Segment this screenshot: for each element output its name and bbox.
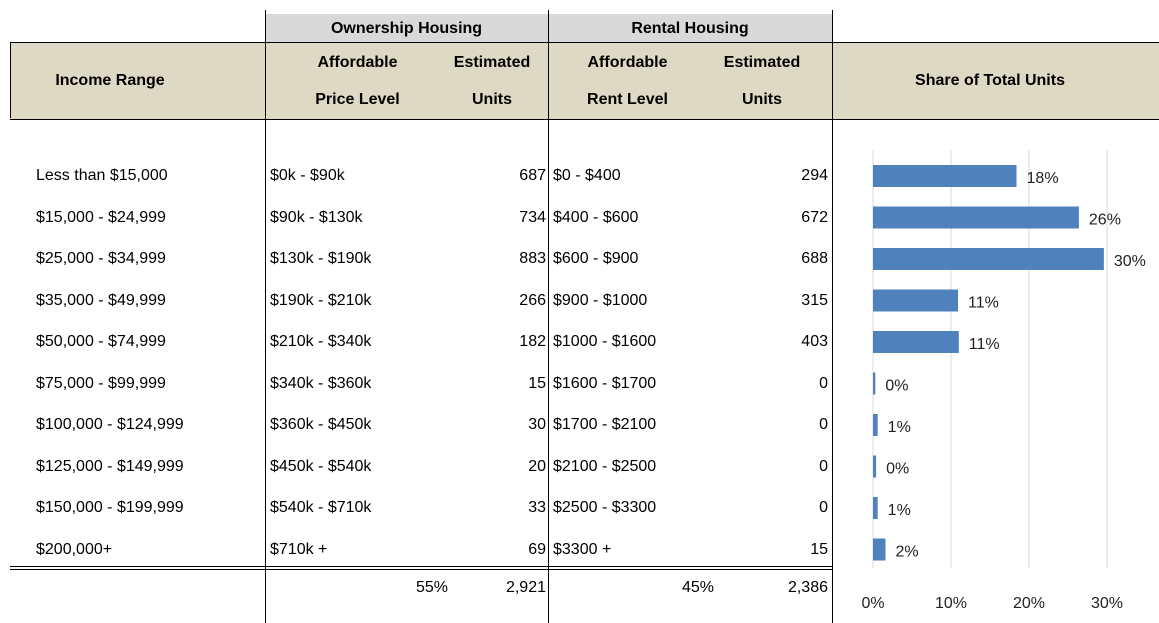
column-header: Share of Total Units xyxy=(915,72,1065,89)
price-level: $540k - $710k xyxy=(270,499,372,516)
group-header: Ownership Housing xyxy=(330,20,483,37)
x-tick-label: 0% xyxy=(861,595,884,612)
group-header: Rental Housing xyxy=(631,20,749,37)
total: 55% xyxy=(415,579,448,596)
value-label: 18% xyxy=(1027,170,1059,187)
value-label: 26% xyxy=(1089,212,1121,229)
value-label: 11% xyxy=(969,336,1000,353)
price-level: $190k - $210k xyxy=(270,291,372,309)
rent-level: $0 - $400 xyxy=(553,167,621,184)
bar xyxy=(873,165,1017,187)
border xyxy=(265,10,266,623)
ownership-units: 182 xyxy=(519,333,546,350)
total: 2,386 xyxy=(787,579,828,596)
ownership-units: 687 xyxy=(519,167,546,184)
chart: 0% 10% 20% 30% 18% 26% 30% 11% 11% 0% 1% 0% 1% 2% xyxy=(861,150,1146,612)
border xyxy=(10,42,11,118)
price-level: $130k - $190k xyxy=(270,250,372,267)
rental-units: 688 xyxy=(801,250,828,267)
rental-units: 0 xyxy=(819,416,828,433)
rental-units: 315 xyxy=(801,291,828,309)
bar xyxy=(873,455,877,478)
x-tick-label: 10% xyxy=(935,595,967,612)
price-level: $710k + xyxy=(270,540,328,558)
bar xyxy=(873,331,959,353)
value-label: 0% xyxy=(885,378,908,395)
rent-level: $2500 - $3300 xyxy=(553,499,657,516)
income-range: $25,000 - $34,999 xyxy=(36,250,166,267)
column-header: Affordable Rent Level xyxy=(587,54,668,108)
bar xyxy=(873,206,1079,229)
rent-level: $1600 - $1700 xyxy=(553,374,657,392)
column-header: Estimated Units xyxy=(723,54,801,108)
rental-units: 15 xyxy=(810,540,828,558)
rent-level: $3300 + xyxy=(553,540,612,558)
ownership-units: 30 xyxy=(528,416,546,433)
price-level: $450k - $540k xyxy=(270,457,372,475)
ownership-units: 266 xyxy=(519,291,546,309)
ownership-units: 33 xyxy=(528,499,546,516)
income-range: $50,000 - $74,999 xyxy=(36,333,166,350)
bar xyxy=(873,248,1104,270)
rental-units: 0 xyxy=(819,499,828,516)
bar xyxy=(873,414,878,436)
value-label: 11% xyxy=(968,295,999,312)
rent-level: $1000 - $1600 xyxy=(553,333,657,350)
rental-units: 403 xyxy=(801,333,828,350)
bar xyxy=(873,538,886,561)
rent-level: $1700 - $2100 xyxy=(553,416,657,433)
value-label: 1% xyxy=(888,502,911,519)
rent-level: $400 - $600 xyxy=(553,208,639,226)
income-range: $150,000 - $199,999 xyxy=(36,499,184,516)
income-range: $200,000+ xyxy=(36,540,113,558)
bar xyxy=(873,497,878,519)
rental-units: 294 xyxy=(801,167,828,184)
income-range: $75,000 - $99,999 xyxy=(36,374,166,392)
rent-level: $2100 - $2500 xyxy=(553,457,657,475)
header-bg xyxy=(10,42,1159,120)
rent-level: $900 - $1000 xyxy=(553,291,648,309)
column-header: Estimated Units xyxy=(453,54,531,108)
column-header: Affordable Price Level xyxy=(315,54,400,108)
rental-units: 0 xyxy=(819,457,828,475)
value-label: 30% xyxy=(1114,253,1146,270)
x-tick-label: 20% xyxy=(1013,595,1045,612)
x-tick-label: 30% xyxy=(1091,595,1123,612)
price-level: $90k - $130k xyxy=(270,208,363,226)
total: 45% xyxy=(681,579,714,596)
ownership-units: 69 xyxy=(528,540,546,558)
rental-units: 672 xyxy=(801,208,828,226)
ownership-units: 15 xyxy=(528,374,546,392)
price-level: $340k - $360k xyxy=(270,374,372,392)
rental-units: 0 xyxy=(819,374,828,392)
ownership-units: 20 xyxy=(528,457,546,475)
income-range: $15,000 - $24,999 xyxy=(36,208,166,226)
value-label: 1% xyxy=(888,419,911,436)
bar xyxy=(873,372,876,395)
rent-level: $600 - $900 xyxy=(553,250,639,267)
income-range: $35,000 - $49,999 xyxy=(36,291,166,309)
column-header: Income Range xyxy=(55,72,165,89)
income-range: $100,000 - $124,999 xyxy=(36,416,184,433)
income-range: $125,000 - $149,999 xyxy=(36,457,184,475)
price-level: $0k - $90k xyxy=(270,167,345,184)
double-rule xyxy=(10,566,832,570)
total: 2,921 xyxy=(505,579,546,596)
ownership-units: 734 xyxy=(519,208,546,226)
price-level: $360k - $450k xyxy=(270,416,372,433)
value-label: 0% xyxy=(886,461,909,478)
border xyxy=(548,10,549,623)
border xyxy=(832,10,833,623)
ownership-units: 883 xyxy=(519,250,546,267)
value-label: 2% xyxy=(895,544,918,561)
bar xyxy=(873,289,959,312)
income-range: Less than $15,000 xyxy=(36,167,168,184)
price-level: $210k - $340k xyxy=(270,333,372,350)
